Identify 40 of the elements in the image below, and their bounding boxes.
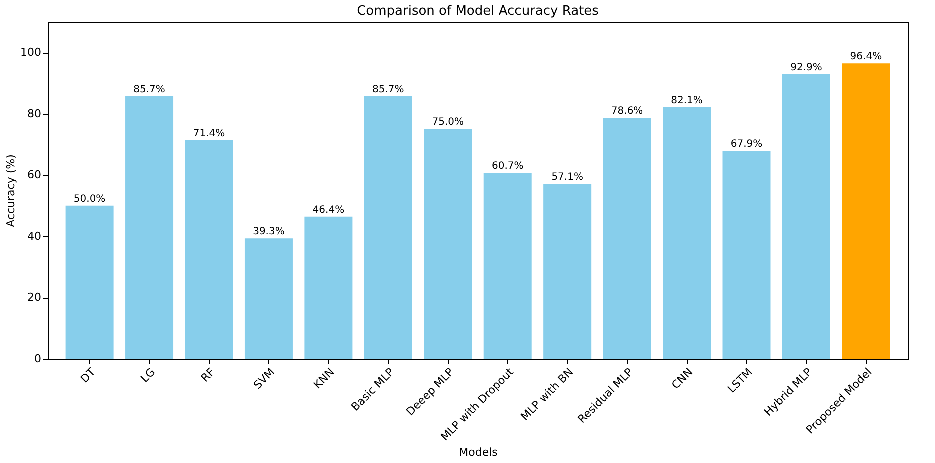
bar (722, 150, 771, 359)
data-label: 57.1% (552, 172, 584, 184)
data-label: 75.0% (432, 117, 464, 128)
x-axis-title: Models (459, 446, 498, 459)
data-label: 82.1% (671, 95, 703, 106)
data-label: 85.7% (372, 84, 404, 96)
bar (424, 129, 472, 359)
bar (484, 173, 532, 359)
bar (842, 64, 890, 359)
bar (126, 96, 174, 359)
data-label: 60.7% (492, 161, 524, 172)
chart-title: Comparison of Model Accuracy Rates (357, 4, 600, 19)
data-label: 50.0% (74, 194, 106, 205)
bar (663, 107, 712, 359)
y-tick-label: 40 (28, 230, 42, 243)
y-tick-label: 20 (28, 291, 42, 304)
y-axis-title: Accuracy (%) (4, 154, 18, 228)
data-label: 96.4% (850, 52, 882, 63)
bar (364, 96, 412, 359)
data-label: 92.9% (790, 62, 822, 74)
x-tick-label: DT (78, 366, 98, 386)
bar (244, 238, 293, 359)
y-tick-label: 0 (34, 352, 42, 366)
data-label: 39.3% (253, 226, 285, 238)
x-tick-label: LG (138, 366, 158, 386)
bar (304, 216, 353, 359)
data-label: 71.4% (193, 128, 226, 140)
bar (544, 184, 592, 359)
data-label: 67.9% (730, 138, 763, 150)
y-tick-label: 60 (28, 168, 42, 182)
data-label: 78.6% (611, 106, 644, 118)
data-label: 46.4% (312, 204, 345, 216)
y-tick-label: 80 (28, 107, 42, 120)
bar (185, 140, 234, 359)
bar (66, 206, 114, 359)
bar (603, 118, 652, 359)
bar (782, 74, 830, 359)
x-tick-label: RF (198, 366, 218, 385)
y-tick-label: 100 (20, 46, 42, 60)
data-label: 85.7% (134, 84, 166, 96)
